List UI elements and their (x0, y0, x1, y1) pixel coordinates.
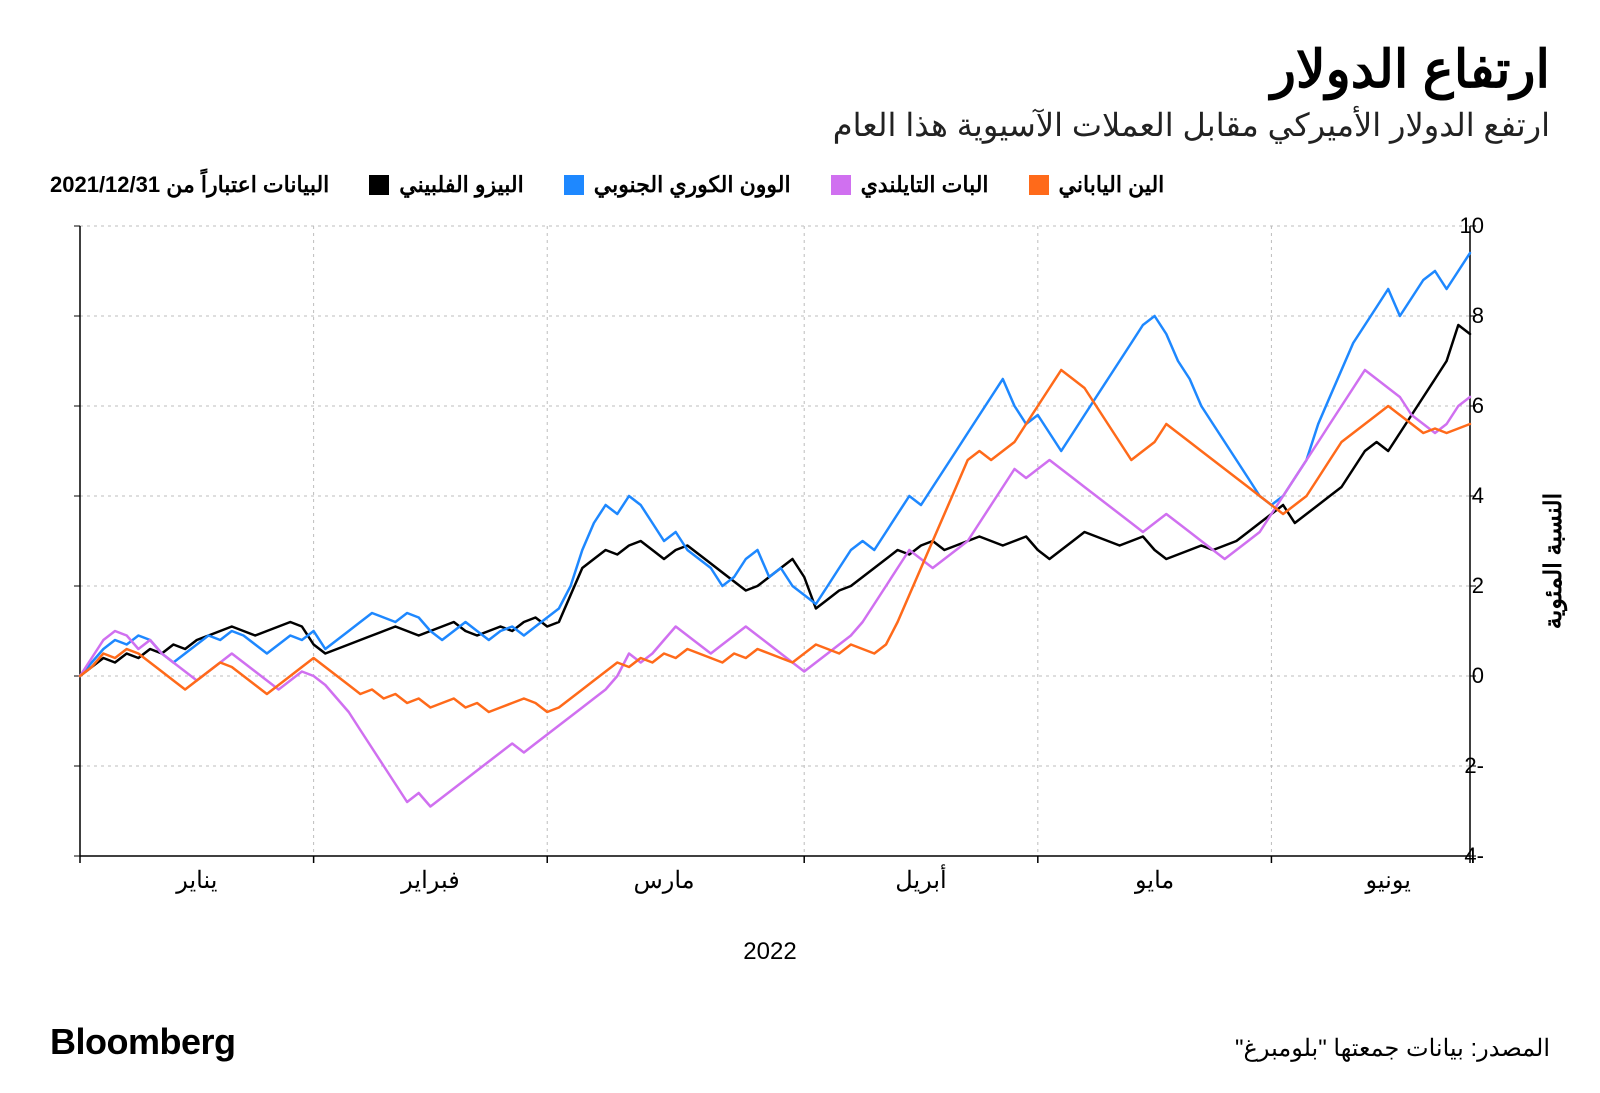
svg-text:يناير: يناير (175, 867, 217, 894)
legend-label: البيزو الفلبيني (399, 172, 523, 198)
legend-item-jpy: الين الياباني (1029, 172, 1165, 198)
svg-text:4: 4 (1472, 483, 1484, 508)
svg-text:أبريل: أبريل (895, 863, 946, 894)
svg-text:10: 10 (1460, 216, 1484, 238)
legend-item-php: البيزو الفلبيني (369, 172, 523, 198)
svg-text:-2: -2 (1464, 753, 1484, 778)
swatch-jpy (1029, 175, 1049, 195)
legend-label: الوون الكوري الجنوبي (594, 172, 791, 198)
x-year-label: 2022 (60, 938, 1480, 966)
legend-item-thb: البات التايلندي (831, 172, 989, 198)
legend-note: البيانات اعتباراً من 2021/12/31 (50, 172, 329, 198)
brand-logo: Bloomberg (50, 1021, 236, 1063)
chart-subtitle: ارتفع الدولار الأميركي مقابل العملات الآ… (50, 106, 1550, 144)
svg-text:يونيو: يونيو (1365, 867, 1411, 894)
legend-label: الين الياباني (1059, 172, 1165, 198)
legend: البيانات اعتباراً من 2021/12/31 البيزو ا… (50, 172, 1550, 198)
swatch-thb (831, 175, 851, 195)
swatch-php (369, 175, 389, 195)
legend-item-krw: الوون الكوري الجنوبي (564, 172, 791, 198)
svg-text:مايو: مايو (1134, 867, 1174, 894)
svg-text:2: 2 (1472, 573, 1484, 598)
svg-text:6: 6 (1472, 393, 1484, 418)
svg-text:مارس: مارس (634, 867, 695, 894)
chart: -4-20246810ينايرفبرايرمارسأبريلمايويونيو… (60, 216, 1540, 906)
source-text: المصدر: بيانات جمعتها "بلومبرغ" (1235, 1034, 1550, 1063)
svg-text:8: 8 (1472, 303, 1484, 328)
y-axis-label: النسبة المئوية (1540, 493, 1568, 629)
svg-text:0: 0 (1472, 663, 1484, 688)
svg-text:فبراير: فبراير (400, 867, 460, 894)
chart-title: ارتفاع الدولار (50, 40, 1550, 100)
chart-svg: -4-20246810ينايرفبرايرمارسأبريلمايويونيو (60, 216, 1540, 906)
legend-label: البات التايلندي (861, 172, 989, 198)
swatch-krw (564, 175, 584, 195)
